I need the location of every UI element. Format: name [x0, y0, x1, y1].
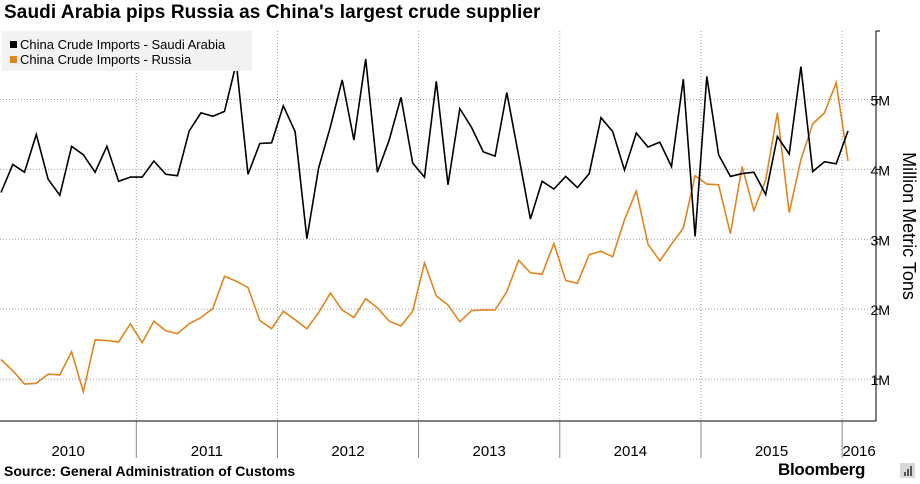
bloomberg-logo: Bloomberg [778, 460, 866, 479]
legend-label-saudi: China Crude Imports - Saudi Arabia [20, 37, 226, 52]
legend-label-russia: China Crude Imports - Russia [20, 52, 192, 67]
bar-chart-icon [900, 463, 915, 478]
legend-swatch-saudi [10, 41, 17, 48]
x-year-label: 2011 [191, 443, 223, 460]
x-year-labels: 2010 2011 2012 2013 2014 2015 2016 [51, 443, 875, 460]
series-lines [0, 58, 849, 395]
x-year-label: 2015 [755, 443, 788, 460]
x-year-label: 2014 [614, 443, 647, 460]
x-year-label: 2010 [51, 443, 84, 460]
legend-swatch-russia [10, 56, 17, 63]
grid-lines [0, 30, 880, 458]
source-note: Source: General Administration of Custom… [4, 463, 296, 479]
x-year-label: 2016 [842, 443, 875, 460]
x-year-label: 2013 [473, 443, 506, 460]
chart-title: Saudi Arabia pips Russia as China's larg… [4, 2, 541, 23]
series-line-saudi-arabia [0, 58, 849, 239]
y-axis-label: Million Metric Tons [899, 152, 919, 300]
y-tick-label: 3M [871, 232, 890, 248]
legend-background [2, 31, 252, 71]
y-tick-label: 2M [871, 302, 890, 318]
y-tick-label: 4M [871, 162, 890, 178]
legend: China Crude Imports - Saudi Arabia China… [2, 31, 252, 71]
y-tick-label: 5M [871, 92, 890, 108]
y-tick-labels: 1M 2M 3M 4M 5M [871, 92, 890, 388]
series-line-russia [0, 79, 849, 395]
x-year-label: 2012 [331, 443, 364, 460]
y-tick-label: 1M [871, 372, 890, 388]
axes [0, 31, 877, 422]
